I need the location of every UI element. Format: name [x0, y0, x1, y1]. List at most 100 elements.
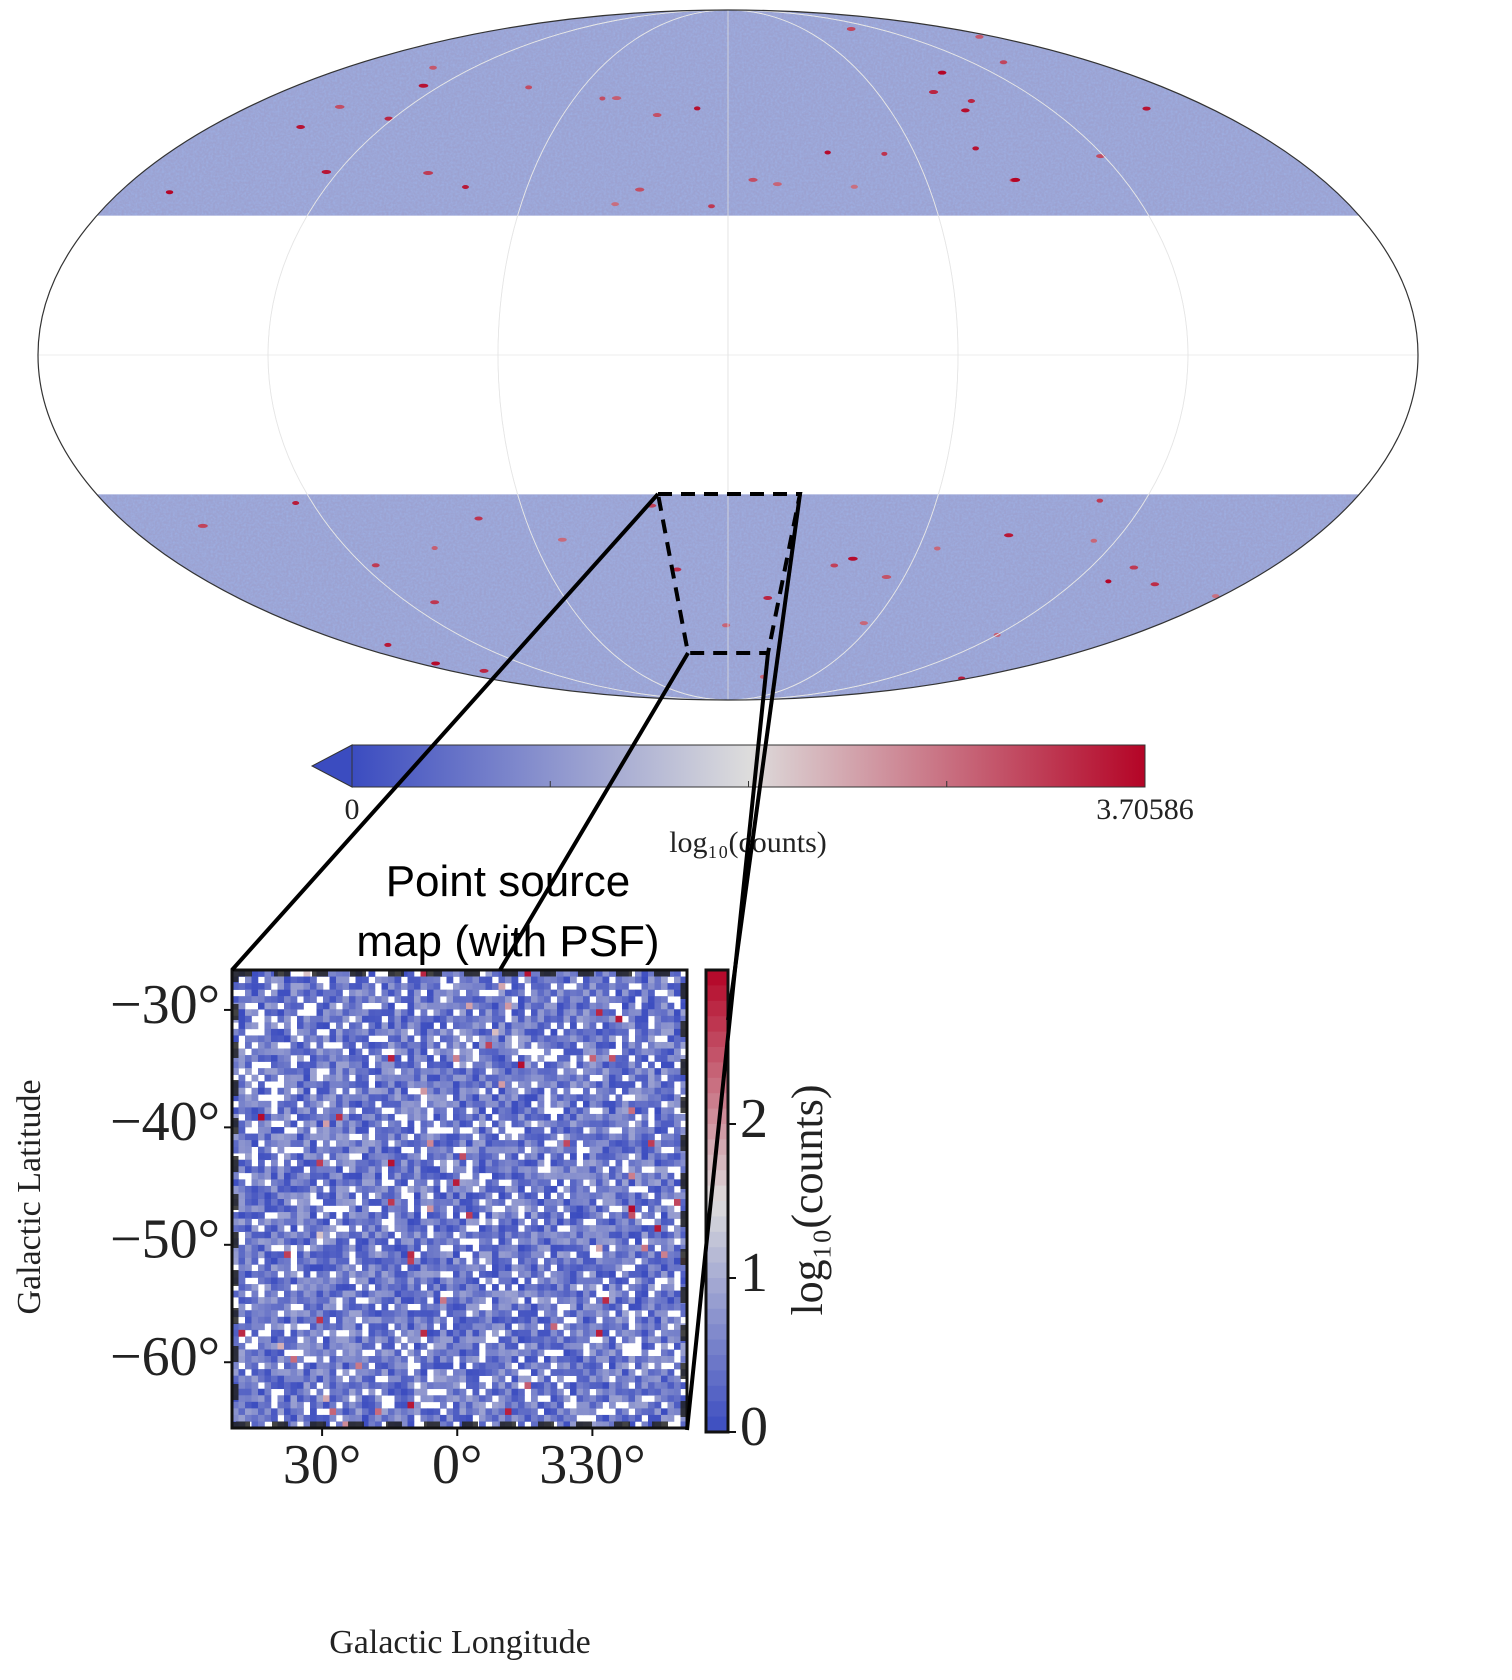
texture-cell [538, 1297, 545, 1304]
texture-cell [622, 1297, 629, 1304]
texture-cell [434, 1094, 441, 1101]
texture-cell [447, 1186, 454, 1193]
texture-cell [661, 1081, 668, 1088]
texture-cell [466, 1120, 473, 1127]
texture-cell [648, 1245, 655, 1252]
texture-cell [648, 1147, 655, 1154]
texture-cell [642, 1284, 649, 1291]
texture-cell [440, 1382, 447, 1389]
texture-cell [265, 1206, 272, 1213]
texture-cell [544, 1291, 551, 1298]
texture-cell [648, 1088, 655, 1095]
texture-cell [564, 1297, 571, 1304]
texture-cell [492, 1153, 499, 1160]
texture-cell [603, 1264, 610, 1271]
texture-cell [629, 1101, 636, 1108]
texture-cell [499, 1094, 506, 1101]
texture-cell [544, 1081, 551, 1088]
texture-cell [479, 1029, 486, 1036]
texture-cell [330, 1336, 337, 1343]
texture-cell [635, 1153, 642, 1160]
texture-cell [291, 977, 298, 984]
texture-cell [609, 1349, 616, 1356]
texture-cell [284, 1382, 291, 1389]
texture-cell [616, 1147, 623, 1154]
texture-cell [674, 1140, 681, 1147]
texture-cell [427, 1258, 434, 1265]
texture-cell [466, 1140, 473, 1147]
texture-cell [603, 1192, 610, 1199]
texture-cell [564, 1291, 571, 1298]
texture-cell [239, 1101, 246, 1108]
texture-cell [473, 1395, 480, 1402]
texture-cell [401, 1062, 408, 1069]
texture-cell [297, 1088, 304, 1095]
texture-cell [557, 1160, 564, 1167]
texture-cell [622, 1049, 629, 1056]
texture-cell [284, 983, 291, 990]
texture-cell [564, 1127, 571, 1134]
texture-cell [661, 1389, 668, 1396]
texture-cell [460, 1062, 467, 1069]
texture-cell [356, 1022, 363, 1029]
texture-cell [648, 1336, 655, 1343]
texture-cell [447, 1173, 454, 1180]
texture-cell [577, 1245, 584, 1252]
texture-cell [336, 1179, 343, 1186]
texture-cell [661, 1336, 668, 1343]
texture-cell [538, 1363, 545, 1370]
texture-cell [577, 1271, 584, 1278]
texture-cell [343, 1408, 350, 1415]
texture-cell [577, 1349, 584, 1356]
texture-cell [603, 1382, 610, 1389]
texture-cell [239, 1402, 246, 1409]
source-spot [1291, 646, 1297, 650]
texture-cell [551, 1009, 558, 1016]
texture-cell [421, 1363, 428, 1370]
texture-cell [382, 1147, 389, 1154]
texture-cell [239, 1055, 246, 1062]
texture-cell [531, 1094, 538, 1101]
texture-cell [512, 1317, 519, 1324]
texture-cell [544, 1147, 551, 1154]
texture-cell [518, 1179, 525, 1186]
texture-cell [596, 1206, 603, 1213]
texture-cell [544, 1382, 551, 1389]
texture-cell [336, 1363, 343, 1370]
texture-cell [674, 1029, 681, 1036]
texture-cell [278, 1147, 285, 1154]
texture-cell [479, 1042, 486, 1049]
texture-cell [330, 1192, 337, 1199]
texture-cell [635, 1310, 642, 1317]
texture-cell [577, 1389, 584, 1396]
texture-cell [310, 1258, 317, 1265]
texture-cell [492, 1035, 499, 1042]
texture-cell [375, 1415, 382, 1422]
source-spot [1011, 178, 1020, 182]
texture-cell [317, 1291, 324, 1298]
texture-cell [323, 1022, 330, 1029]
texture-cell [343, 1062, 350, 1069]
texture-cell [349, 1160, 356, 1167]
texture-cell [258, 1088, 265, 1095]
texture-cell [492, 1317, 499, 1324]
texture-cell [356, 1101, 363, 1108]
texture-cell [531, 1219, 538, 1226]
texture-cell [635, 1238, 642, 1245]
texture-cell [505, 1304, 512, 1311]
texture-cell [343, 1088, 350, 1095]
texture-cell [590, 1035, 597, 1042]
texture-cell [674, 1022, 681, 1029]
texture-cell [453, 1166, 460, 1173]
texture-cell [570, 1363, 577, 1370]
texture-cell [453, 1395, 460, 1402]
texture-cell [674, 1009, 681, 1016]
texture-cell [642, 1304, 649, 1311]
texture-cell [492, 1323, 499, 1330]
texture-cell [245, 1114, 252, 1121]
texture-cell [492, 1310, 499, 1317]
texture-cell [245, 1258, 252, 1265]
texture-cell [538, 1140, 545, 1147]
source-spot [344, 59, 352, 63]
texture-cell [401, 1238, 408, 1245]
